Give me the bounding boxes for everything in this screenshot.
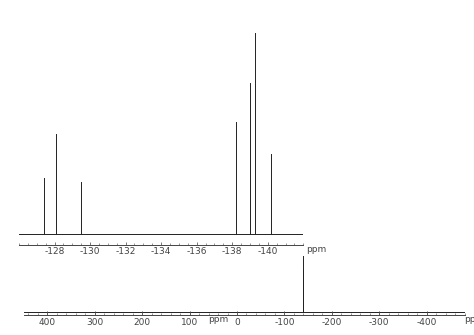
- Text: ppm: ppm: [209, 315, 229, 324]
- Text: ppm: ppm: [465, 315, 474, 324]
- Text: ppm: ppm: [306, 245, 327, 254]
